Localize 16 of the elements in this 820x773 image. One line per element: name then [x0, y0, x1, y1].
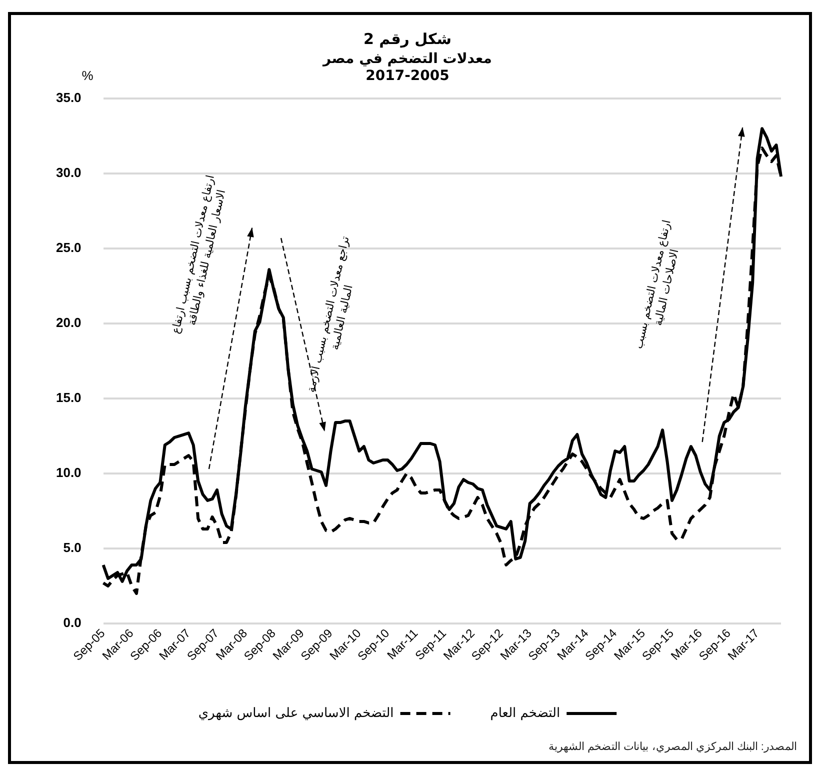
y-tick-label: 35.0: [56, 90, 82, 106]
legend-label: التضخم الاساسي على اساس شهري: [198, 706, 394, 721]
y-tick-label: 20.0: [56, 315, 82, 330]
y-tick-label: 0.0: [63, 615, 82, 630]
text: المصدر: البنك المركزي المصري، بيانات التضخم الشهرية: [548, 740, 797, 753]
annotation: ارتفاع معدلات التضخم بسبب الاصلاحات المالية: [632, 218, 682, 350]
y-tick-label: 5.0: [63, 540, 82, 556]
y-axis-title: %: [82, 68, 94, 84]
y-tick-label: 10.0: [56, 465, 82, 480]
y-tick-label: 15.0: [56, 390, 82, 406]
y-tick-label: 25.0: [56, 240, 82, 256]
chart-title: شكل رقم 2: [364, 30, 452, 48]
annotation: ارتفاع معدلات التضخم بسبب ارتفاع الاسعار العالمية للغذاء والطاقة: [168, 174, 228, 335]
legend-label: التضخم العام: [490, 706, 560, 721]
annotation: تراجع معدلات التضخم بسبب الازمة المالية العالمية: [304, 235, 356, 394]
y-tick-label: 30.0: [56, 165, 82, 180]
